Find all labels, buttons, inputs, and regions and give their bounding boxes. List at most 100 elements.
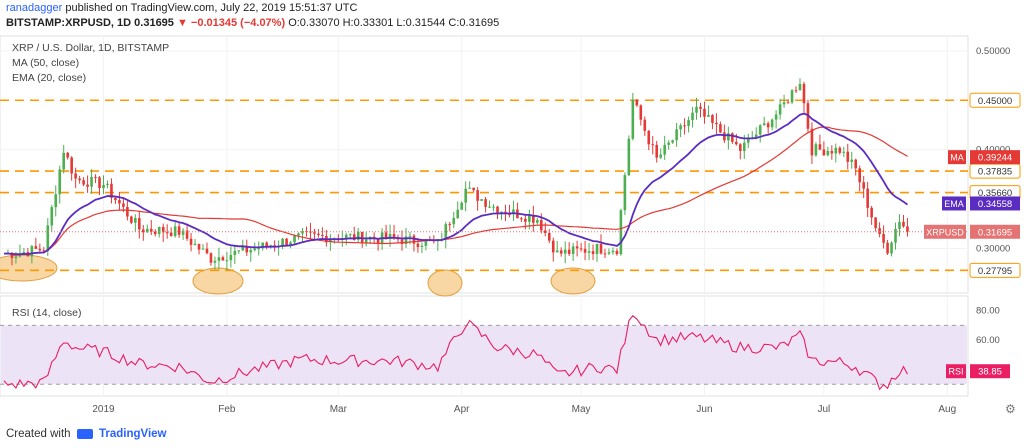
level-label: 0.27795 xyxy=(978,266,1012,277)
candle-body xyxy=(189,238,193,245)
candle-body xyxy=(301,231,304,234)
candle-body xyxy=(520,218,523,220)
author-link[interactable]: ranadagger xyxy=(6,2,63,14)
candle-body xyxy=(62,152,65,170)
candle-body xyxy=(543,230,547,233)
candle-body xyxy=(794,90,798,92)
candle-body xyxy=(735,141,738,145)
candle-body xyxy=(782,102,786,105)
level-tag xyxy=(969,262,1021,278)
rsi-tag-name-bg xyxy=(946,364,966,379)
candle-body xyxy=(488,206,491,208)
price-tag-value: 0.39244 xyxy=(978,153,1012,164)
candle-body xyxy=(181,230,185,235)
candle-body xyxy=(297,233,300,236)
candle-body xyxy=(329,238,332,243)
footer: Created with TradingView xyxy=(6,428,167,440)
candle-body xyxy=(878,228,881,234)
candle-body xyxy=(265,242,268,247)
candle-body xyxy=(90,176,93,187)
ema-legend[interactable]: EMA (20, close) xyxy=(12,72,87,84)
candle-body xyxy=(691,112,694,121)
rsi-legend[interactable]: RSI (14, close) xyxy=(12,307,82,319)
candle-body xyxy=(603,253,607,255)
candle-body xyxy=(138,218,141,230)
candle-body xyxy=(838,147,842,153)
x-tick-label: 2019 xyxy=(92,404,115,415)
candle-body xyxy=(842,151,846,153)
candle-body xyxy=(98,177,101,189)
candle-body xyxy=(289,242,292,245)
candle-body xyxy=(524,218,527,222)
candle-body xyxy=(253,248,257,251)
candle-body xyxy=(567,249,571,254)
candle-body xyxy=(902,221,905,227)
candle-body xyxy=(886,242,889,254)
support-highlight xyxy=(550,267,596,295)
candle-body xyxy=(472,187,475,191)
candle-body xyxy=(874,217,877,229)
rsi-tag-value-bg xyxy=(970,364,1010,379)
candle-body xyxy=(70,157,73,174)
price-tag-value-bg xyxy=(970,150,1020,165)
candle-body xyxy=(317,233,320,235)
candle-body xyxy=(237,250,241,252)
x-tick-label: May xyxy=(572,404,591,415)
candle-body xyxy=(376,238,380,243)
candle-body xyxy=(675,129,678,141)
candle-body xyxy=(408,235,412,237)
candle-body xyxy=(774,114,778,120)
candle-body xyxy=(679,125,682,130)
candle-body xyxy=(655,144,659,158)
price-tag-name-bg xyxy=(942,196,966,211)
candle-body xyxy=(631,99,635,139)
rsi-tag-value: 38.85 xyxy=(978,367,1002,378)
price-tag-value-bg xyxy=(970,224,1020,239)
candle-body xyxy=(834,147,838,154)
candle-body xyxy=(639,105,643,120)
candle-body xyxy=(707,115,710,117)
candle-body xyxy=(352,234,356,240)
candle-body xyxy=(870,207,873,218)
candle-body xyxy=(22,251,26,254)
settings-icon[interactable]: ⚙ xyxy=(1005,402,1016,416)
candle-body xyxy=(671,140,674,143)
level-tag xyxy=(969,92,1021,108)
candle-body xyxy=(82,180,85,185)
candle-body xyxy=(14,256,18,259)
candle-body xyxy=(551,240,555,253)
price-tag-value-bg xyxy=(970,196,1020,211)
candle-body xyxy=(384,232,388,239)
candle-body xyxy=(348,234,352,236)
candle-body xyxy=(149,228,153,232)
candle-body xyxy=(54,194,58,208)
price-pane xyxy=(0,35,969,294)
candle-body xyxy=(762,123,766,126)
candle-body xyxy=(766,123,770,128)
tradingview-brand[interactable]: TradingView xyxy=(98,428,167,440)
candle-body xyxy=(102,184,105,189)
price-tag-name-bg xyxy=(924,224,966,239)
candle-body xyxy=(595,243,599,255)
publish-line: ranadagger published on TradingView.com,… xyxy=(6,2,357,14)
candle-body xyxy=(344,234,348,239)
ma-legend[interactable]: MA (50, close) xyxy=(12,57,80,69)
candle-body xyxy=(480,199,483,201)
rsi-tick-label: 60.00 xyxy=(976,335,1000,346)
candle-body xyxy=(786,102,790,104)
price-tag-name: EMA xyxy=(944,199,964,209)
tradingview-logo-icon xyxy=(76,428,93,439)
candle-body xyxy=(559,250,563,254)
candle-body xyxy=(209,253,213,263)
candle-body xyxy=(492,206,495,208)
x-tick-label: Jun xyxy=(696,404,712,415)
candle-body xyxy=(547,232,551,241)
candle-body xyxy=(400,239,404,244)
candle-body xyxy=(778,104,782,115)
candle-body xyxy=(233,250,237,255)
candle-body xyxy=(126,206,129,217)
candle-body xyxy=(424,239,428,246)
chart-title: XRP / U.S. Dollar, 1D, BITSTAMP xyxy=(12,42,170,54)
candle-body xyxy=(153,231,157,235)
